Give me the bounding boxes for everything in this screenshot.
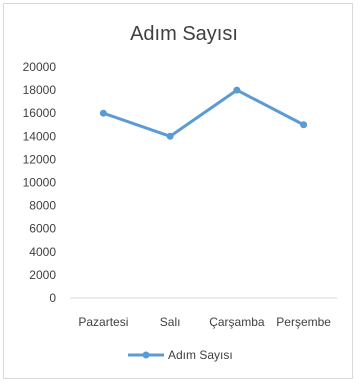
series-line xyxy=(101,88,306,138)
y-tick-label: 2000 xyxy=(29,268,56,282)
y-tick-label: 4000 xyxy=(29,245,56,259)
data-point xyxy=(166,132,174,140)
x-tick-label: Pazartesi xyxy=(78,315,128,329)
data-point xyxy=(233,86,241,94)
y-tick-label: 6000 xyxy=(29,222,56,236)
x-axis-ticks: Pazartesi Salı Çarşamba Perşembe xyxy=(78,315,331,329)
data-point xyxy=(99,109,107,117)
y-tick-label: 20000 xyxy=(23,60,57,74)
y-tick-label: 8000 xyxy=(29,199,56,213)
y-tick-label: 0 xyxy=(49,291,56,305)
chart-frame xyxy=(3,3,353,379)
y-tick-label: 14000 xyxy=(23,129,57,143)
y-tick-label: 10000 xyxy=(23,176,57,190)
y-tick-label: 18000 xyxy=(23,83,57,97)
y-tick-label: 16000 xyxy=(23,106,57,120)
legend: Adım Sayısı xyxy=(128,348,233,362)
legend-label: Adım Sayısı xyxy=(168,348,233,362)
data-point xyxy=(300,121,308,129)
series-group xyxy=(99,86,308,140)
y-tick-label: 12000 xyxy=(23,152,57,166)
x-tick-label: Perşembe xyxy=(276,315,331,329)
x-tick-label: Salı xyxy=(160,315,181,329)
legend-marker xyxy=(142,351,150,359)
x-tick-label: Çarşamba xyxy=(209,315,265,329)
y-axis-ticks: 0 2000 4000 6000 8000 10000 12000 14000 16000 180… xyxy=(23,60,57,305)
chart-title: Adım Sayısı xyxy=(130,23,238,45)
